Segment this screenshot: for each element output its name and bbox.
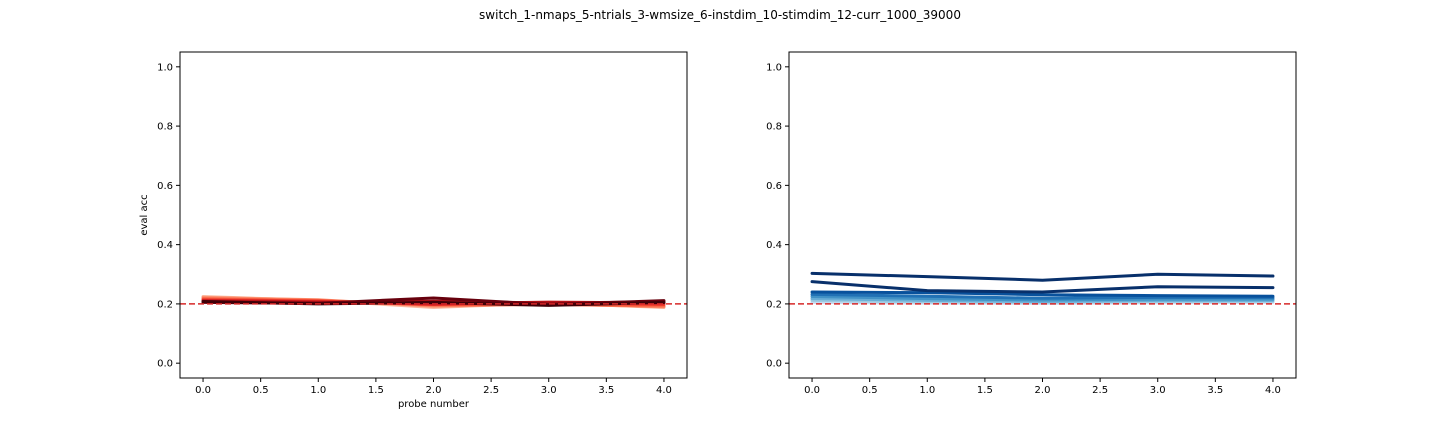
x-tick-label: 3.0 bbox=[541, 385, 557, 396]
x-tick-label: 1.5 bbox=[368, 385, 384, 396]
y-tick-label: 0.2 bbox=[157, 299, 173, 310]
x-axis-label: probe number bbox=[398, 399, 470, 410]
plot-area bbox=[789, 271, 1296, 305]
y-tick-label: 1.0 bbox=[766, 62, 782, 73]
right-chart-panel: 0.0 0.5 1.0 1.5 2.0 2.5 3.0 3.5 4.0 0.0 0.2 0.4 0.6 0… bbox=[766, 51, 1297, 396]
figure-title: switch_1-nmaps_5-ntrials_3-wmsize_6-inst… bbox=[479, 8, 961, 22]
x-tick-label: 4.0 bbox=[1265, 385, 1281, 396]
x-tick-label: 3.0 bbox=[1150, 385, 1166, 396]
x-tick-label: 1.0 bbox=[310, 385, 326, 396]
plot-area bbox=[180, 295, 687, 309]
x-tick-label: 4.0 bbox=[656, 385, 672, 396]
x-tick-label: 3.5 bbox=[598, 385, 614, 396]
y-tick-label: 0.4 bbox=[157, 240, 173, 251]
y-tick-label: 0.6 bbox=[157, 181, 173, 192]
y-tick-label: 0.4 bbox=[766, 240, 782, 251]
y-axis-label: eval acc bbox=[139, 194, 150, 235]
x-tick-label: 0.5 bbox=[862, 385, 878, 396]
y-tick-label: 0.0 bbox=[766, 359, 782, 370]
y-tick-label: 0.8 bbox=[157, 122, 173, 133]
left-chart-panel: 0.0 0.5 1.0 1.5 2.0 2.5 3.0 3.5 4.0 0.0 0.2 0.4 0.6 0… bbox=[139, 51, 688, 410]
y-tick-label: 0.0 bbox=[157, 359, 173, 370]
x-tick-label: 2.5 bbox=[483, 385, 499, 396]
x-tick-label: 2.5 bbox=[1092, 385, 1108, 396]
series-line bbox=[810, 295, 1275, 302]
series-line bbox=[810, 280, 1275, 294]
y-tick-label: 0.8 bbox=[766, 122, 782, 133]
x-tick-label: 0.0 bbox=[804, 385, 820, 396]
x-tick-label: 1.5 bbox=[977, 385, 993, 396]
x-tick-label: 0.5 bbox=[253, 385, 269, 396]
y-tick-label: 0.6 bbox=[766, 181, 782, 192]
x-tick-label: 3.5 bbox=[1207, 385, 1223, 396]
x-tick-label: 0.0 bbox=[195, 385, 211, 396]
series-line bbox=[810, 292, 1275, 300]
x-tick-label: 2.0 bbox=[426, 385, 442, 396]
y-tick-label: 0.2 bbox=[766, 299, 782, 310]
x-tick-label: 1.0 bbox=[919, 385, 935, 396]
series-line bbox=[810, 290, 1275, 298]
y-tick-label: 1.0 bbox=[157, 62, 173, 73]
x-tick-label: 2.0 bbox=[1035, 385, 1051, 396]
series-line bbox=[810, 271, 1275, 282]
